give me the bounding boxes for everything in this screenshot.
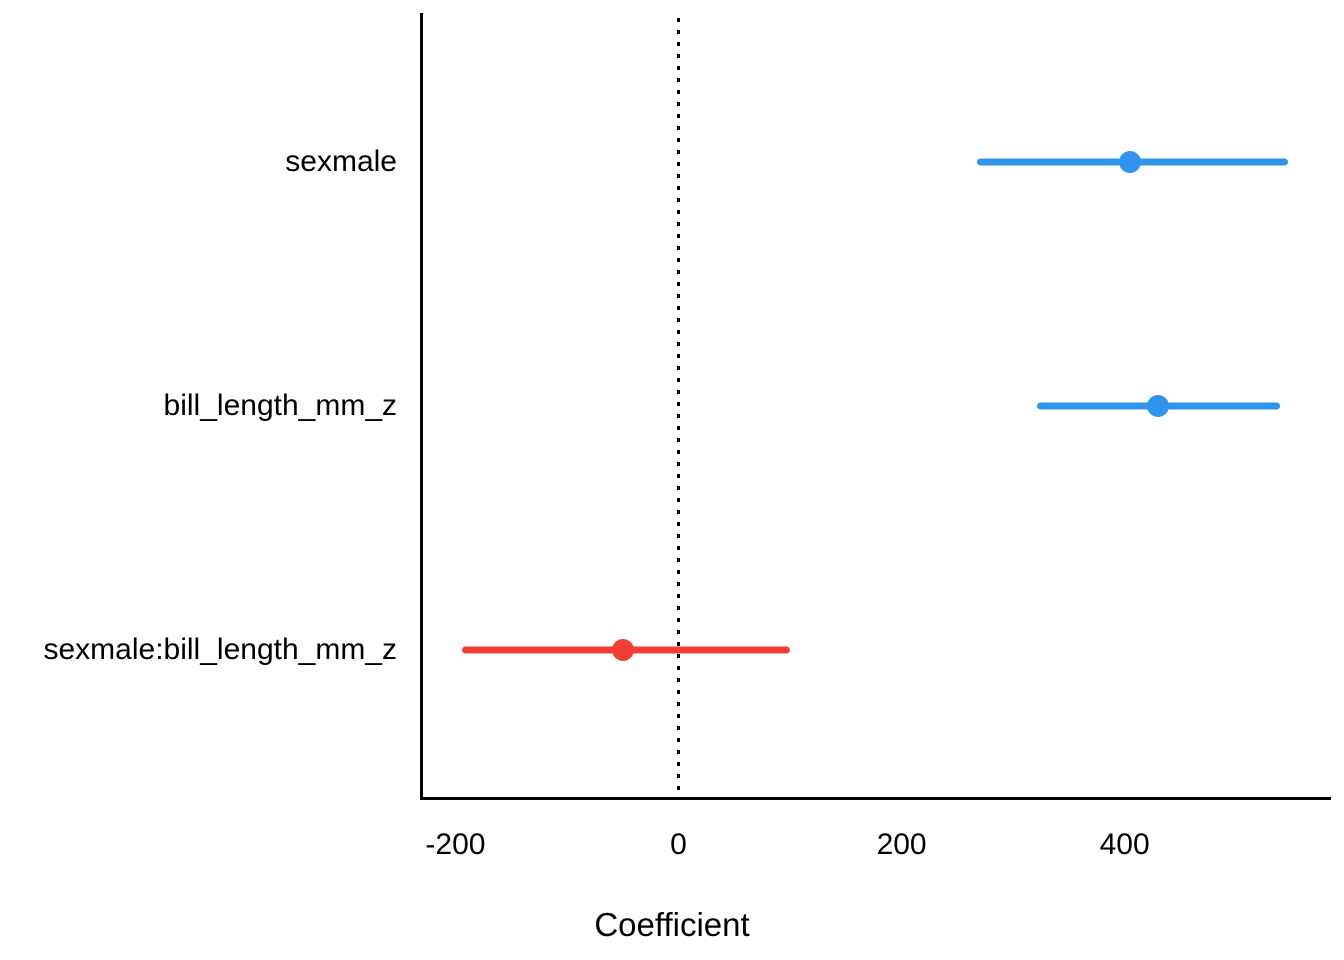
x-tick-label: -200 (425, 828, 486, 861)
category-label: sexmale (285, 144, 397, 178)
estimate-point (611, 639, 634, 662)
zero-reference-line (677, 18, 681, 798)
estimate-point (1147, 395, 1170, 417)
estimate-point (1119, 150, 1142, 173)
x-tick-label: 400 (1099, 828, 1150, 861)
x-axis-line (420, 797, 1331, 800)
x-tick-label: 200 (876, 828, 927, 861)
x-axis-title: Coefficient (594, 906, 750, 943)
category-label: bill_length_mm_z (163, 389, 397, 422)
x-tick-label: 0 (670, 828, 687, 861)
category-label: sexmale:bill_length_mm_z (43, 633, 398, 667)
y-axis-line (420, 13, 423, 800)
